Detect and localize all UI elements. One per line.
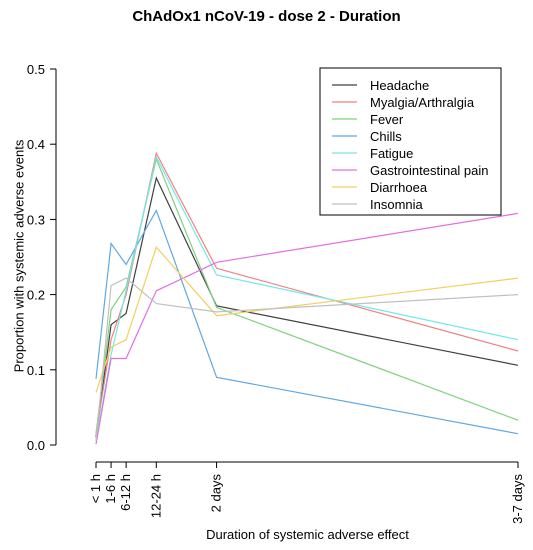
series-line-chills [95, 208, 519, 435]
x-tick-label: 1-6 h [103, 474, 118, 504]
legend-label: Fatigue [370, 146, 413, 161]
y-tick-label: 0.3 [27, 212, 45, 227]
series-line-insomnia [95, 277, 519, 442]
y-tick-label: 0.1 [27, 363, 45, 378]
legend-label: Diarrhoea [370, 180, 428, 195]
legend-label: Gastrointestinal pain [370, 163, 489, 178]
y-tick-label: 0.4 [27, 137, 45, 152]
legend-label: Myalgia/Arthralgia [370, 95, 475, 110]
y-tick-label: 0.0 [27, 438, 45, 453]
series-line-fatigue [95, 155, 519, 442]
series-line-gastrointestinal-pain [95, 212, 519, 445]
x-axis-label: Duration of systemic adverse effect [206, 527, 409, 542]
y-tick-label: 0.2 [27, 288, 45, 303]
legend-box [319, 67, 502, 216]
x-tick-label: 12-24 h [148, 474, 163, 518]
series-line-diarrhoea [95, 246, 519, 393]
x-tick-label: < 1 h [88, 474, 103, 503]
legend-label: Chills [370, 129, 402, 144]
y-tick-label: 0.5 [27, 62, 45, 77]
x-tick-label: 2 days [209, 474, 224, 513]
x-tick-label: 6-12 h [118, 474, 133, 511]
series-line-headache [95, 176, 519, 438]
x-tick-label: 3-7 days [510, 474, 525, 524]
legend-label: Headache [370, 78, 429, 93]
legend-label: Insomnia [370, 197, 424, 212]
chart-title: ChAdOx1 nCoV-19 - dose 2 - Duration [132, 8, 401, 25]
legend-label: Fever [370, 112, 404, 127]
